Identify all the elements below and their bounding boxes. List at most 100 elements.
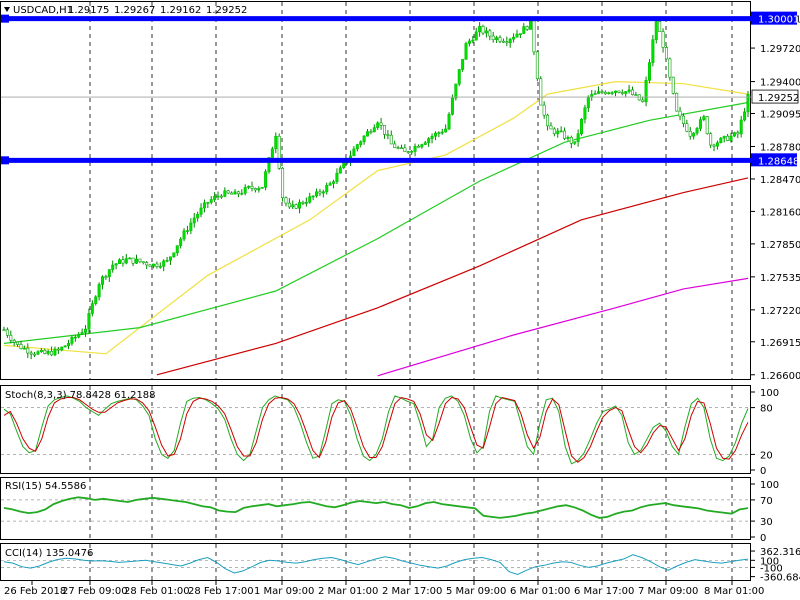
- candle-body: [726, 135, 730, 141]
- level-handle[interactable]: [1, 156, 9, 165]
- candle-body: [233, 191, 237, 195]
- collapse-triangle-icon[interactable]: [4, 7, 10, 12]
- candle-body: [90, 303, 94, 314]
- candle-body: [284, 197, 288, 204]
- candle-body: [291, 204, 295, 208]
- candle-body: [19, 344, 23, 349]
- close-value: 1.29252: [206, 5, 247, 16]
- candle-body: [162, 260, 166, 267]
- candle-body: [216, 195, 220, 198]
- candle-body: [318, 191, 322, 194]
- candle-body: [634, 94, 638, 96]
- candle-body: [230, 192, 234, 195]
- candle-body: [382, 124, 386, 135]
- candle-body: [702, 116, 706, 120]
- candle-body: [590, 94, 594, 98]
- candle-body: [202, 202, 206, 209]
- candle-body: [308, 196, 312, 203]
- time-label: 27 Feb 09:00: [62, 586, 128, 597]
- candle-body: [151, 263, 155, 267]
- candle-body: [118, 259, 122, 265]
- candle-body: [56, 348, 60, 351]
- candle-body: [247, 186, 251, 188]
- candle-body: [529, 20, 533, 30]
- candle-body: [9, 334, 13, 341]
- candle-body: [138, 258, 142, 263]
- candle-body: [287, 202, 291, 208]
- price-tick-label: 1.29095: [760, 110, 800, 121]
- time-label: 2 Mar 17:00: [382, 586, 442, 597]
- candle-body: [495, 37, 499, 40]
- level-handle[interactable]: [1, 14, 9, 23]
- candle-body: [46, 351, 50, 354]
- candle-body: [746, 94, 750, 113]
- symbol-label: USDCAD,H1: [13, 5, 73, 16]
- candle-body: [185, 230, 189, 232]
- candle-body: [430, 135, 434, 139]
- candle-body: [250, 186, 254, 189]
- candle-body: [277, 135, 281, 169]
- candle-body: [491, 35, 495, 40]
- time-label: 8 Mar 01:00: [704, 586, 764, 597]
- high-value: 1.29267: [114, 5, 155, 16]
- main-panel-frame: [0, 1, 751, 380]
- level-label: 1.28648: [758, 156, 799, 167]
- candle-body: [743, 111, 747, 121]
- moving-averages: [3, 80, 749, 377]
- candle-body: [342, 162, 346, 169]
- candle-body: [29, 352, 33, 355]
- candle-body: [379, 122, 383, 126]
- candle-body: [148, 264, 152, 267]
- panel-tick-label: -360.6845: [760, 573, 800, 584]
- candle-body: [121, 259, 125, 264]
- panel-tick-label: 0: [760, 466, 766, 477]
- time-label: 28 Feb 01:00: [124, 586, 190, 597]
- candle-body: [416, 145, 420, 148]
- candle-body: [111, 264, 115, 270]
- candle-body: [406, 151, 410, 153]
- candle-body: [304, 202, 308, 204]
- candle-body: [433, 132, 437, 137]
- candle-body: [264, 171, 268, 188]
- candle-body: [134, 258, 138, 264]
- candle-body: [603, 91, 607, 95]
- candle-body: [236, 191, 240, 195]
- candle-body: [644, 79, 648, 102]
- candle-body: [359, 141, 363, 145]
- time-label: 7 Mar 09:00: [638, 586, 698, 597]
- candle-body: [274, 135, 278, 150]
- candle-body: [454, 83, 458, 99]
- candle-body: [369, 131, 373, 133]
- candle-body: [97, 284, 101, 298]
- candle-body: [712, 144, 716, 147]
- candle-body: [522, 26, 526, 34]
- candle-body: [399, 147, 403, 150]
- indicator-line: [3, 396, 749, 463]
- candle-body: [128, 257, 132, 260]
- candle-body: [2, 329, 6, 332]
- candle-body: [474, 31, 478, 41]
- candle-body: [729, 135, 733, 141]
- candle-body: [685, 123, 689, 132]
- candle-body: [219, 195, 223, 198]
- panel-tick-label: 100: [760, 388, 779, 399]
- candle-body: [607, 92, 611, 95]
- candle-body: [444, 128, 448, 133]
- candle-body: [501, 40, 505, 43]
- level-label: 1.30001: [758, 15, 799, 26]
- candle-body: [576, 133, 580, 142]
- candle-body: [315, 191, 319, 197]
- candle-body: [478, 25, 482, 33]
- candle-body: [423, 142, 427, 145]
- candle-body: [196, 214, 200, 219]
- candle-body: [573, 141, 577, 144]
- candle-body: [87, 313, 91, 330]
- candle-body: [393, 143, 397, 148]
- candle-body: [617, 90, 621, 93]
- candle-body: [566, 137, 570, 139]
- candle-body: [80, 332, 84, 335]
- candle-body: [172, 252, 176, 258]
- candle-body: [213, 195, 217, 200]
- candle-body: [569, 137, 573, 144]
